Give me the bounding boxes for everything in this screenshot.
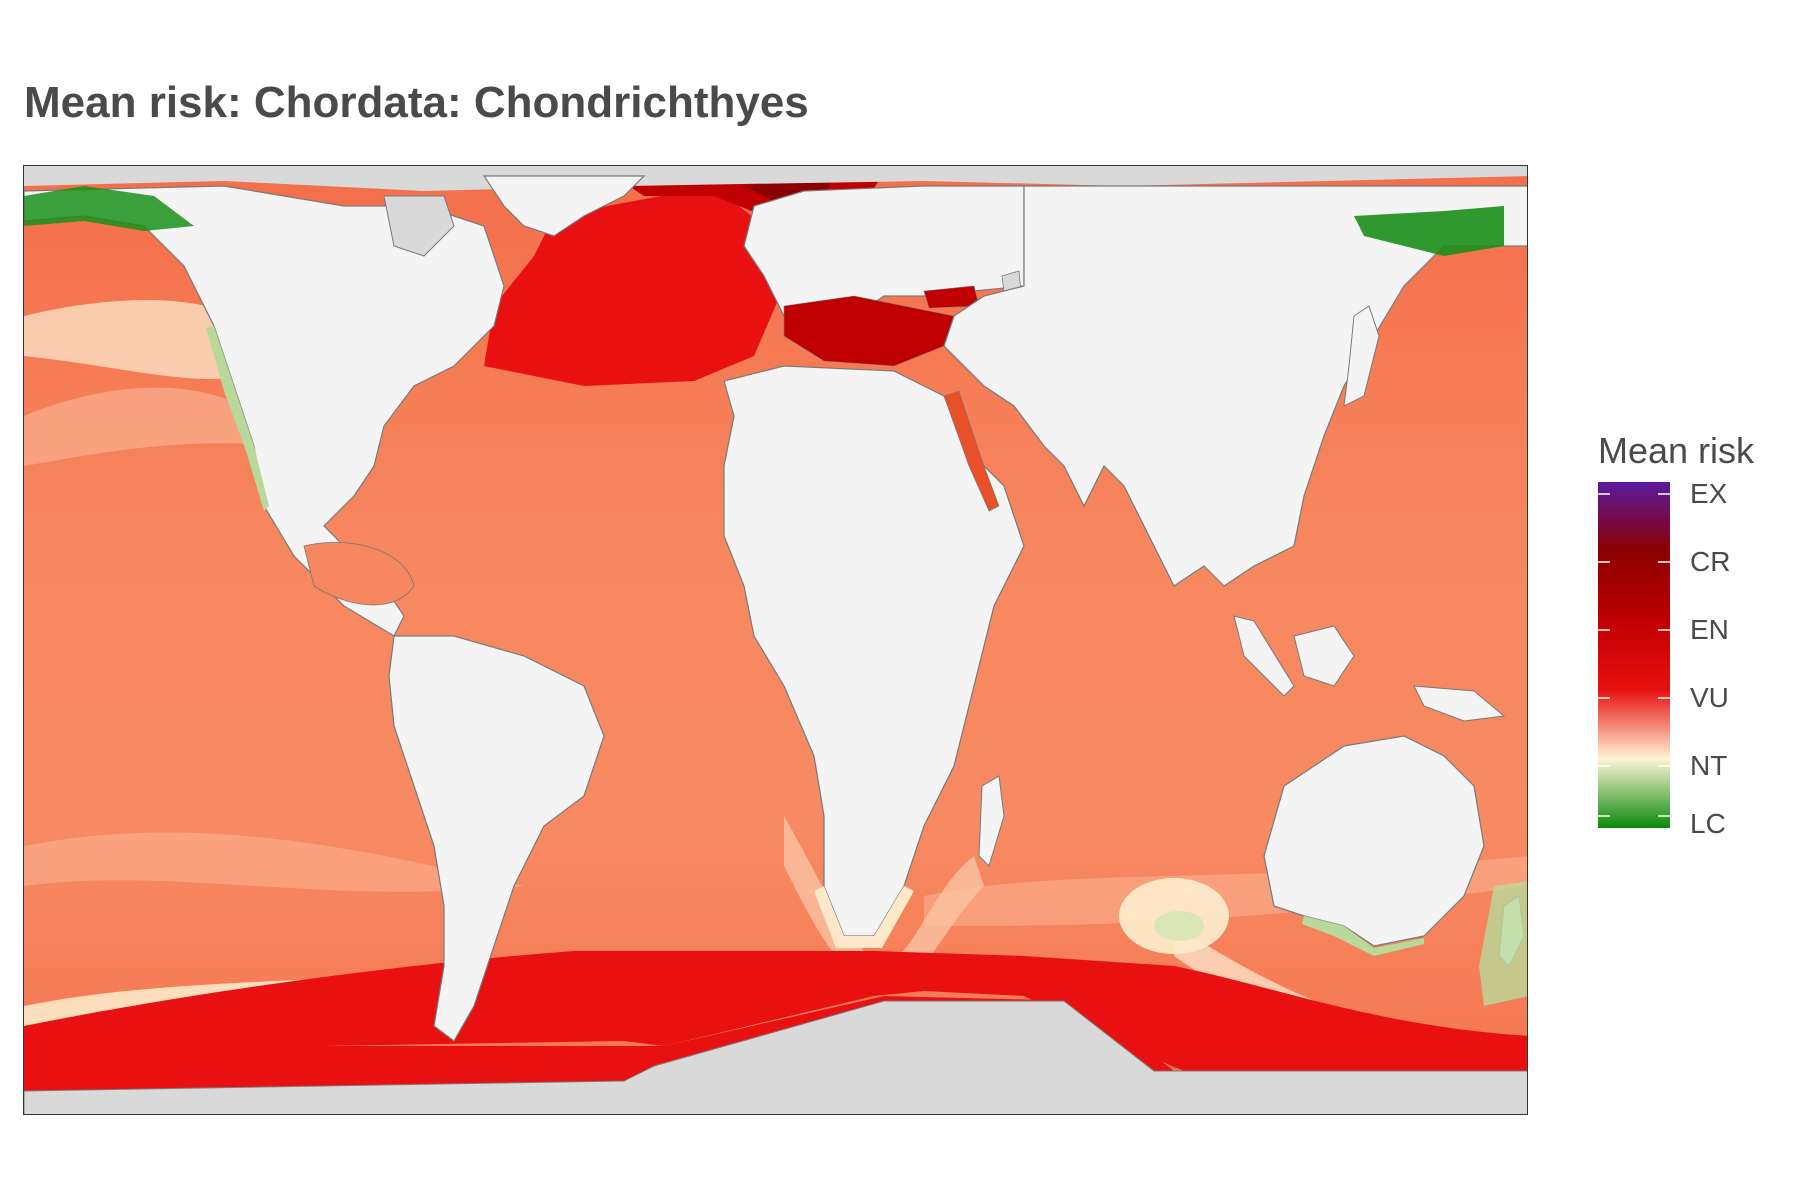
legend: Mean risk EX CR EN VU NT LC — [1598, 430, 1788, 850]
antarctica — [24, 1000, 1527, 1114]
australia-coast-green — [1302, 916, 1424, 956]
legend-label-en: EN — [1690, 614, 1729, 645]
borneo — [1293, 625, 1355, 687]
madagascar — [978, 775, 1005, 867]
ocean-band-pacific-pale — [24, 387, 284, 466]
legend-label-ex: EX — [1690, 478, 1728, 509]
north-atlantic-vu — [484, 186, 784, 386]
gulf-of-mexico — [303, 542, 415, 606]
asia — [943, 185, 1527, 587]
legend-label-lc: LC — [1690, 808, 1726, 839]
chart-title: Mean risk: Chordata: Chondrichthyes — [24, 78, 809, 127]
legend-label-cr: CR — [1690, 546, 1731, 577]
legend-colorbar — [1598, 482, 1670, 828]
kamchatka-green — [1354, 206, 1504, 256]
legend-label-nt: NT — [1690, 750, 1728, 781]
southern-ocean-vu — [24, 951, 1527, 1071]
ocean-band-north-pacific — [24, 300, 265, 379]
red-sea — [943, 390, 1000, 512]
legend-title: Mean risk — [1598, 430, 1755, 471]
alaska-green — [24, 186, 194, 231]
ocean-band-south-pale-1 — [24, 832, 524, 892]
ocean-band-sw-indian — [784, 816, 984, 986]
hudson-bay — [383, 195, 455, 257]
japan — [1343, 305, 1380, 407]
legend-label-vu: VU — [1690, 682, 1729, 713]
arctic-ice-top — [24, 166, 1527, 191]
australia — [1263, 735, 1485, 947]
greenland — [482, 175, 646, 237]
new-guinea — [1413, 685, 1506, 722]
new-zealand-green — [1479, 881, 1527, 1006]
africa-south-fringe — [814, 886, 914, 948]
sumatra — [1233, 615, 1295, 697]
world-map — [23, 165, 1528, 1115]
ocean-green-patch-south-indian — [1154, 911, 1204, 941]
south-america — [388, 635, 605, 1042]
pacific-west-coast-fringe — [206, 326, 269, 511]
